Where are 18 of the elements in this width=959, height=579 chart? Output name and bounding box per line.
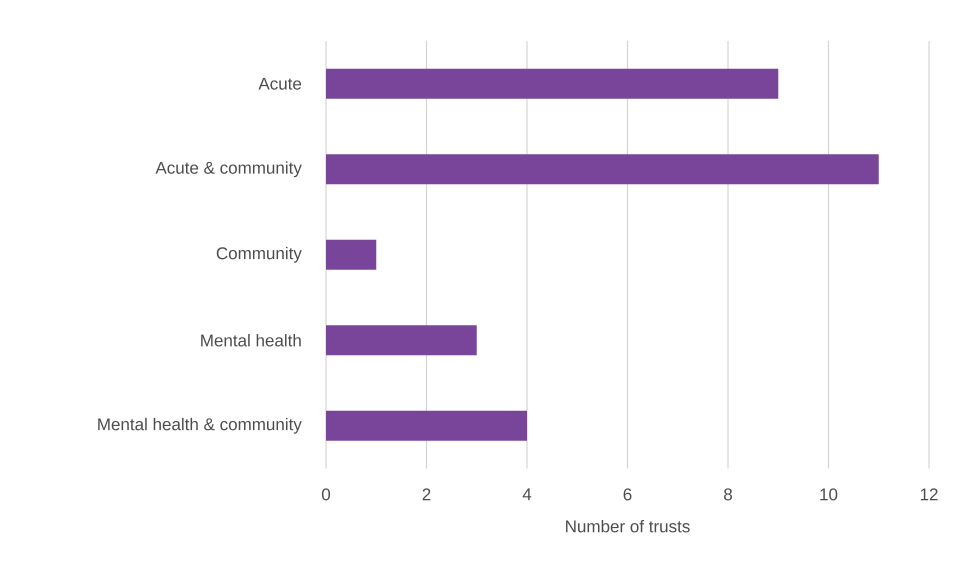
bar bbox=[326, 410, 527, 441]
x-tick-label: 6 bbox=[624, 488, 632, 500]
y-tick-label: Mental health bbox=[201, 334, 301, 347]
bar bbox=[326, 68, 778, 99]
bar bbox=[326, 154, 879, 184]
x-tick-label: 2 bbox=[422, 488, 430, 500]
bar bbox=[326, 325, 477, 356]
y-tick-label: Community bbox=[216, 246, 302, 263]
x-tick-label: 0 bbox=[322, 488, 330, 500]
x-tick-label: 10 bbox=[820, 488, 838, 500]
y-tick-label: Acute bbox=[258, 78, 302, 90]
bar bbox=[326, 240, 376, 270]
y-tick-label: Mental health & community bbox=[98, 418, 302, 434]
y-tick-label: Acute & community bbox=[155, 161, 302, 178]
x-tick-label: 8 bbox=[724, 488, 732, 500]
x-tick-label: 12 bbox=[920, 488, 938, 500]
x-axis-title: Number of trusts bbox=[566, 520, 690, 532]
x-tick-label: 4 bbox=[522, 488, 532, 500]
